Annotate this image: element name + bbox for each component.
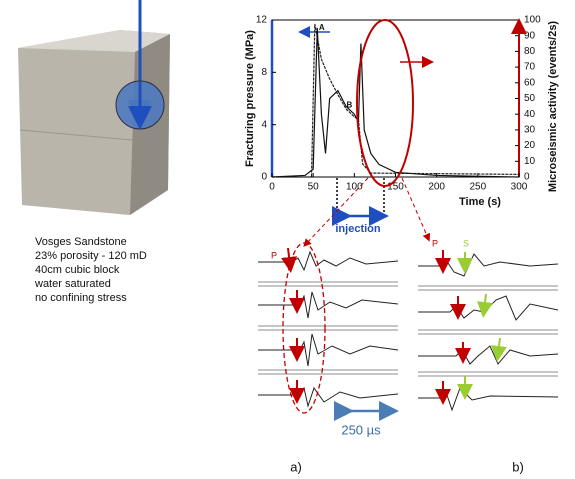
y2-tick-label: 40 — [524, 109, 536, 120]
description: Vosges Sandstone 23% porosity - 120 mD 40c… — [34, 236, 147, 304]
y2-tick-label: 10 — [524, 156, 536, 167]
y-tick-label: 12 — [256, 15, 268, 26]
link-b — [401, 177, 431, 242]
waveforms-a — [258, 242, 399, 414]
waveforms-b — [418, 250, 559, 412]
s-label-b: S — [463, 238, 469, 248]
series-line — [272, 23, 520, 178]
sandstone-block — [18, 0, 170, 215]
y2-tick-label: 0 — [524, 172, 530, 183]
y2-tick-label: 70 — [524, 62, 536, 73]
p-label-b: P — [432, 238, 438, 248]
y2-tick-label: 90 — [524, 30, 536, 41]
panel-b-label: b) — [512, 459, 524, 474]
description-line: 40cm cubic block — [35, 264, 120, 276]
x-tick-label: 50 — [308, 182, 320, 193]
y2-tick-label: 30 — [524, 125, 536, 136]
scale-label: 250 µs — [341, 422, 381, 437]
description-line: no confining stress — [35, 292, 127, 304]
panel-a-label: a) — [290, 459, 302, 474]
highlight-ellipse — [356, 19, 414, 187]
plot-frame — [271, 19, 520, 178]
description-line: water saturated — [34, 278, 111, 290]
description-line: Vosges Sandstone — [35, 236, 127, 248]
x-tick-label: 0 — [269, 182, 275, 193]
annotation: A — [319, 23, 325, 32]
y2-axis-label: Microseismic activity (events/2s) — [547, 21, 559, 193]
x-tick-label: 250 — [469, 182, 486, 193]
x-axis-label: Time (s) — [459, 196, 501, 208]
chart: 0 50 100 150 200 250 3000481201020304050607080… — [244, 15, 559, 208]
y-axis-label: Fracturing pressure (MPa) — [244, 30, 256, 167]
x-tick-label: 150 — [387, 182, 404, 193]
y-tick-label: 8 — [261, 67, 267, 78]
x-tick-label: 300 — [511, 182, 528, 193]
link-a — [303, 177, 369, 247]
y2-tick-label: 80 — [524, 46, 536, 57]
description-line: 23% porosity - 120 mD — [35, 250, 147, 262]
x-tick-label: 200 — [428, 182, 445, 193]
y-tick-label: 0 — [261, 172, 267, 183]
injection-label: injection — [335, 223, 381, 235]
series-line — [271, 27, 520, 178]
y-tick-label: 4 — [261, 119, 267, 130]
y2-tick-label: 20 — [524, 140, 536, 151]
p-label-a: P — [271, 250, 277, 260]
x-tick-label: 100 — [346, 182, 363, 193]
y2-tick-label: 100 — [524, 15, 541, 26]
y2-tick-label: 50 — [524, 93, 536, 104]
y2-tick-label: 60 — [524, 77, 536, 88]
annotation: B — [346, 101, 352, 110]
